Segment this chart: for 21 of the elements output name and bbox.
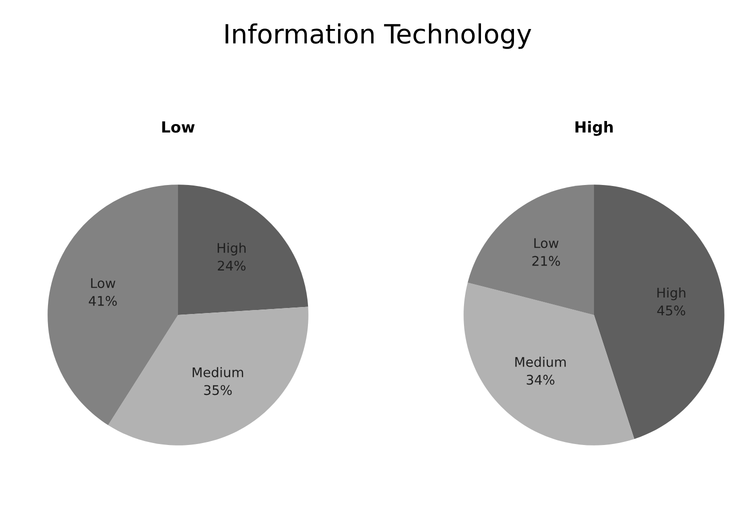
pie-slice — [178, 184, 308, 315]
pie-slice — [108, 306, 308, 446]
chart-title: High — [575, 120, 613, 136]
slice-label: Low — [91, 278, 116, 288]
pie-slice — [468, 184, 594, 315]
slice-label: Low — [534, 238, 558, 248]
slice-label: Medium — [192, 367, 244, 378]
slice-label: Medium — [515, 356, 566, 367]
pie-slice — [464, 282, 634, 446]
data-label: 35% — [204, 385, 232, 396]
slice-label: High — [218, 242, 246, 256]
pie-slice — [48, 184, 178, 426]
chart-title: Low — [162, 121, 195, 133]
data-label: 34% — [526, 374, 554, 385]
pie-slice — [594, 184, 724, 440]
slice-label: High — [657, 287, 686, 300]
data-label: 45% — [657, 306, 686, 316]
data-label: 41% — [88, 296, 117, 306]
data-label: 21% — [532, 256, 560, 266]
text: Information Technology — [226, 23, 532, 49]
data-label: 24% — [218, 260, 246, 271]
